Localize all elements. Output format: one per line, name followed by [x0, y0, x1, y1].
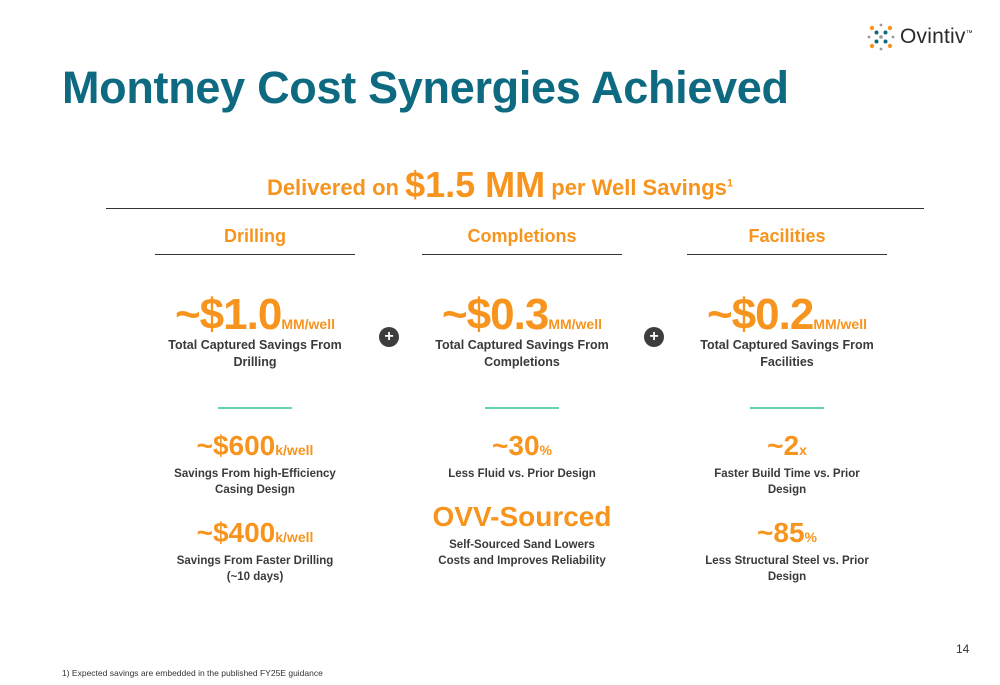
- total-savings-value: ~$0.2MM/well: [657, 293, 917, 337]
- plus-icon: +: [644, 327, 664, 347]
- headline-post: per Well Savings: [545, 175, 727, 200]
- metric-unit: %: [539, 442, 552, 458]
- metric: ~30% Less Fluid vs. Prior Design: [392, 431, 652, 482]
- page-number: 14: [956, 642, 970, 656]
- plus-icon: +: [379, 327, 399, 347]
- metric-number: ~$600: [196, 430, 276, 461]
- metric: ~$400k/well Savings From Faster Drilling…: [125, 518, 385, 585]
- total-savings-number: ~$1.0: [174, 290, 282, 339]
- metric-value: OVV-Sourced: [392, 502, 652, 537]
- metric-number: ~85: [757, 517, 805, 548]
- headline-amount: $1.5 MM: [405, 164, 546, 205]
- column-facilities: Facilities ~$0.2MM/well Total Captured S…: [657, 226, 917, 585]
- metric-desc: Self-Sourced Sand Lowers Costs and Impro…: [438, 539, 606, 567]
- metric-value: ~30%: [392, 431, 652, 466]
- metric-value: ~2x: [657, 431, 917, 466]
- total-savings-desc: Total Captured Savings From Completions: [435, 338, 609, 369]
- metric-number: ~$400: [196, 517, 276, 548]
- total-savings-number: ~$0.2: [706, 290, 814, 339]
- headline-footnote-ref: 1: [726, 177, 734, 190]
- headline-divider: [106, 208, 924, 209]
- metric-number: ~30: [492, 430, 540, 461]
- metric-unit: k/well: [275, 442, 314, 458]
- total-savings-unit: MM/well: [548, 316, 602, 332]
- metric-desc: Savings From high-Efficiency Casing Desi…: [174, 468, 336, 496]
- metric: ~$600k/well Savings From high-Efficiency…: [125, 431, 385, 498]
- metric-number: OVV-Sourced: [432, 501, 612, 532]
- total-savings-unit: MM/well: [813, 316, 867, 332]
- ovintiv-logo: Ovintiv™: [866, 22, 973, 52]
- metric-value: ~$400k/well: [125, 518, 385, 553]
- metric-desc: Savings From Faster Drilling (~10 days): [176, 555, 334, 583]
- metric-unit: %: [804, 529, 817, 545]
- headline: Delivered on $1.5 MM per Well Savings1: [0, 164, 1000, 206]
- footnote: 1) Expected savings are embedded in the …: [62, 668, 323, 678]
- column-drilling: Drilling ~$1.0MM/well Total Captured Sav…: [125, 226, 385, 585]
- metric-desc: Less Fluid vs. Prior Design: [448, 468, 596, 480]
- total-savings-number: ~$0.3: [441, 290, 549, 339]
- metric: OVV-Sourced Self-Sourced Sand Lowers Cos…: [392, 502, 652, 569]
- metric-value: ~$600k/well: [125, 431, 385, 466]
- metric-unit: x: [799, 442, 807, 458]
- section-divider: [750, 407, 824, 409]
- total-savings-value: ~$0.3MM/well: [392, 293, 652, 337]
- section-divider: [485, 407, 559, 409]
- metric: ~85% Less Structural Steel vs. Prior Des…: [657, 518, 917, 585]
- metric-unit: k/well: [275, 529, 314, 545]
- total-savings-unit: MM/well: [281, 316, 335, 332]
- ovintiv-logo-mark-icon: [867, 23, 895, 51]
- metric-number: ~2: [767, 430, 800, 461]
- page-title: Montney Cost Synergies Achieved: [62, 62, 789, 113]
- metric-desc: Faster Build Time vs. Prior Design: [714, 468, 860, 496]
- metric: ~2x Faster Build Time vs. Prior Design: [657, 431, 917, 498]
- metric-value: ~85%: [657, 518, 917, 553]
- metric-desc: Less Structural Steel vs. Prior Design: [705, 555, 869, 583]
- column-completions: Completions ~$0.3MM/well Total Captured …: [392, 226, 652, 569]
- column-heading: Drilling: [155, 226, 355, 255]
- total-savings-desc: Total Captured Savings From Drilling: [168, 338, 342, 369]
- column-heading: Completions: [422, 226, 622, 255]
- logo-wordmark: Ovintiv™: [900, 25, 973, 48]
- headline-pre: Delivered on: [266, 175, 406, 200]
- column-heading: Facilities: [687, 226, 887, 255]
- total-savings-desc: Total Captured Savings From Facilities: [700, 338, 874, 369]
- section-divider: [218, 407, 292, 409]
- total-savings-value: ~$1.0MM/well: [125, 293, 385, 337]
